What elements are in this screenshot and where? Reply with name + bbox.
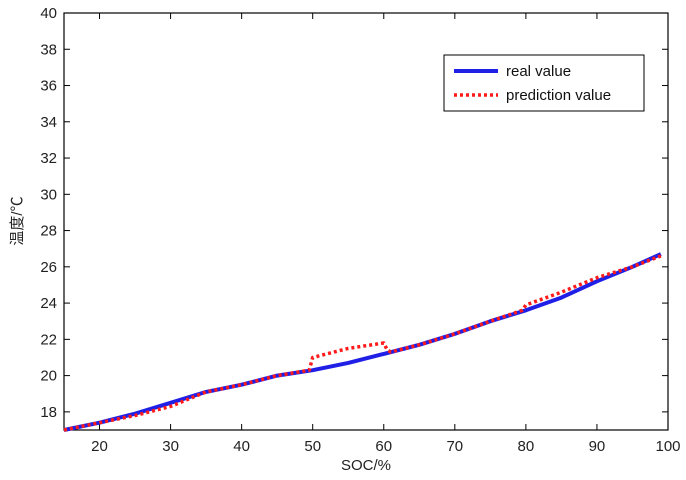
y-tick-label: 18 — [40, 404, 57, 421]
x-tick-label: 80 — [518, 438, 535, 455]
y-axis-label: 温度/℃ — [9, 196, 26, 245]
legend-label-prediction-value: prediction value — [506, 87, 611, 104]
x-tick-label: 20 — [91, 438, 108, 455]
x-tick-label: 70 — [446, 438, 463, 455]
x-tick-label: 50 — [304, 438, 321, 455]
y-tick-label: 26 — [40, 259, 57, 276]
y-tick-label: 34 — [40, 114, 57, 131]
x-tick-label: 40 — [233, 438, 250, 455]
series-line-prediction-value — [63, 254, 662, 432]
y-tick-label: 22 — [40, 331, 57, 348]
axis-ticks: 20 30 40 50 60 70 80 90 100 18 20 22 24 26 28 30 32 34 36 3… — [40, 5, 680, 455]
y-tick-label: 20 — [40, 368, 57, 385]
y-tick-label: 32 — [40, 150, 57, 167]
y-tick-label: 24 — [40, 295, 57, 312]
y-tick-label: 28 — [40, 223, 57, 240]
y-tick-label: 38 — [40, 41, 57, 58]
legend-box — [443, 54, 645, 112]
series-layer — [63, 252, 662, 432]
legend: real value prediction value — [443, 54, 645, 112]
legend-label-real-value: real value — [506, 63, 571, 80]
y-tick-label: 30 — [40, 186, 57, 203]
x-tick-label: 100 — [655, 438, 680, 455]
x-tick-label: 60 — [375, 438, 392, 455]
x-axis-label: SOC/% — [341, 457, 391, 474]
x-tick-label: 90 — [589, 438, 606, 455]
y-tick-label: 40 — [40, 5, 57, 22]
y-tick-label: 36 — [40, 78, 57, 95]
series-line-real-value — [63, 252, 662, 432]
x-tick-label: 30 — [162, 438, 179, 455]
